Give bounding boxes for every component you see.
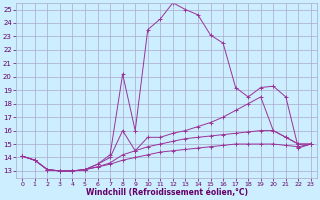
X-axis label: Windchill (Refroidissement éolien,°C): Windchill (Refroidissement éolien,°C) [85,188,248,197]
